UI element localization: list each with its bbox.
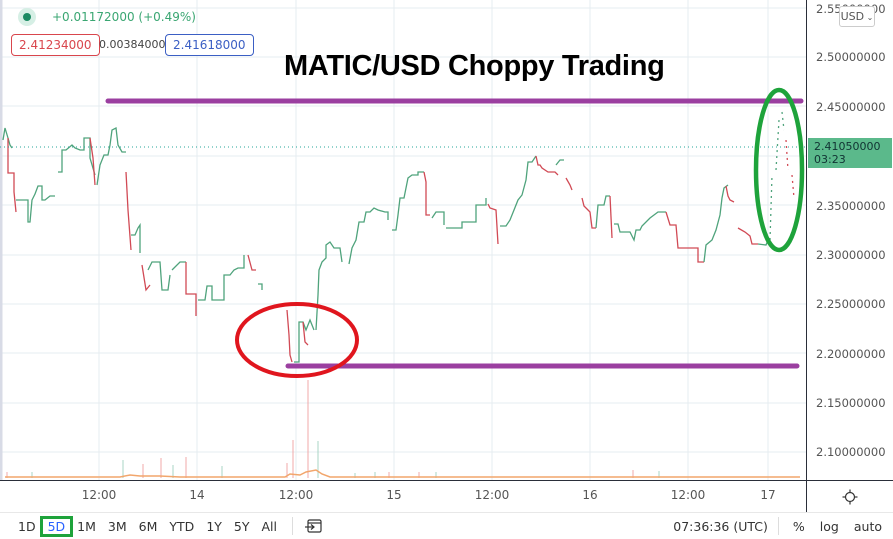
- price-label: 2.30000000: [816, 248, 886, 262]
- high-circle[interactable]: [753, 87, 805, 253]
- currency-label: USD: [840, 10, 865, 23]
- time-label: 12:00: [278, 488, 314, 502]
- price-label: 2.35000000: [816, 199, 886, 213]
- range-6m-button[interactable]: 6M: [138, 518, 158, 534]
- chevron-down-icon: ⌄: [864, 13, 874, 22]
- toolbar-divider: [292, 517, 293, 535]
- low-circle[interactable]: [235, 302, 359, 378]
- time-label: 15: [386, 488, 402, 502]
- sell-price-button[interactable]: 2.41234000: [11, 34, 100, 56]
- last-price-value: 2.41050000: [814, 140, 881, 153]
- currency-dropdown[interactable]: USD ⌄: [839, 6, 875, 27]
- calendar-goto-icon: [305, 519, 322, 533]
- range-5d-button[interactable]: 5D: [39, 515, 74, 537]
- price-label: 2.50000000: [816, 50, 886, 64]
- range-1y-button[interactable]: 1Y: [206, 518, 222, 534]
- buy-price-button[interactable]: 2.41618000: [165, 34, 254, 56]
- market-status-icon[interactable]: [18, 8, 36, 26]
- price-label: 2.20000000: [816, 347, 886, 361]
- gear-icon: [842, 489, 858, 504]
- toolbar-divider: [777, 517, 779, 535]
- price-chart-svg: [0, 0, 806, 480]
- range-3m-button[interactable]: 3M: [107, 518, 127, 534]
- range-all-button[interactable]: All: [261, 518, 278, 534]
- range-5y-button[interactable]: 5Y: [233, 518, 250, 534]
- time-label: 17: [760, 488, 776, 502]
- price-axis[interactable]: 2.55000000 USD ⌄ 2.50000000 2.45000000 2…: [806, 0, 893, 480]
- utc-clock[interactable]: 07:36:36 (UTC): [673, 518, 768, 534]
- chart-pane[interactable]: MATIC/USD Choppy Trading +0.01172000 (+0…: [0, 0, 806, 480]
- price-label: 2.10000000: [816, 445, 886, 459]
- range-1m-button[interactable]: 1M: [77, 518, 96, 534]
- time-axis[interactable]: 12:00 14 12:00 15 12:00 16 12:00 17: [0, 480, 806, 512]
- go-to-date-button[interactable]: [305, 518, 323, 534]
- last-price-marker: 2.41050000 03:23: [808, 138, 892, 168]
- time-label: 16: [582, 488, 598, 502]
- volume-histogram: [5, 380, 800, 478]
- price-line: [2, 111, 795, 363]
- percent-scale-toggle[interactable]: %: [792, 518, 805, 534]
- bar-countdown: 03:23: [814, 153, 846, 166]
- bottom-toolbar: 1D 5D 1M 3M 6M YTD 1Y 5Y All 07:36:36 (U…: [0, 512, 893, 539]
- time-label: 12:00: [474, 488, 510, 502]
- log-scale-toggle[interactable]: log: [819, 518, 839, 534]
- chart-annotation-title: MATIC/USD Choppy Trading: [284, 50, 665, 82]
- price-label: 2.25000000: [816, 297, 886, 311]
- price-label: 2.45000000: [816, 100, 886, 114]
- time-label: 14: [189, 488, 205, 502]
- chart-settings-button[interactable]: [806, 480, 893, 512]
- price-label: 2.15000000: [816, 396, 886, 410]
- range-ytd-button[interactable]: YTD: [169, 518, 195, 534]
- time-label: 12:00: [670, 488, 706, 502]
- range-1d-button[interactable]: 1D: [18, 518, 36, 534]
- spread-value: 0.00384000: [99, 38, 166, 51]
- price-change: +0.01172000 (+0.49%): [52, 10, 196, 24]
- time-label: 12:00: [81, 488, 117, 502]
- auto-scale-toggle[interactable]: auto: [853, 518, 882, 534]
